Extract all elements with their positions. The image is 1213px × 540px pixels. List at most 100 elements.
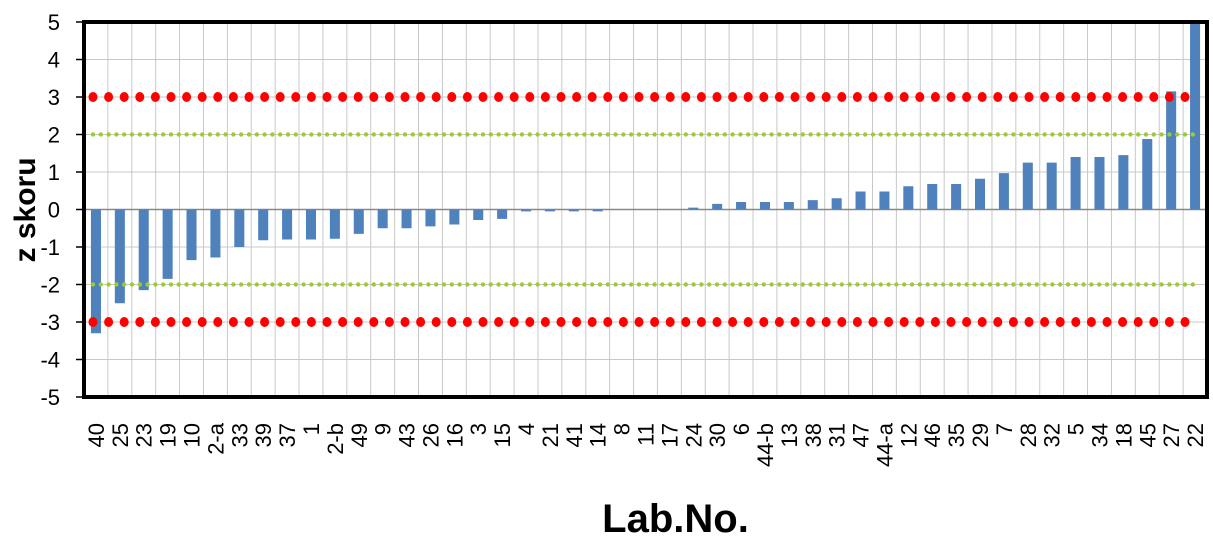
ref-dot xyxy=(590,132,595,137)
ref-dot xyxy=(855,282,860,287)
ref-dot xyxy=(480,132,486,137)
ref-dot xyxy=(1102,317,1112,327)
ref-dot xyxy=(135,317,145,327)
ref-dot xyxy=(1097,282,1102,287)
ref-dot xyxy=(90,132,96,137)
ref-dot xyxy=(168,132,174,137)
ref-dot xyxy=(395,132,400,137)
reference-lines xyxy=(88,92,1196,327)
ref-dot xyxy=(379,132,384,137)
ref-dot xyxy=(816,282,821,287)
ref-dot xyxy=(512,282,517,287)
ref-dot xyxy=(356,282,361,287)
x-tick-label: 37 xyxy=(275,423,300,447)
ref-dot xyxy=(1175,282,1180,287)
ref-dot xyxy=(824,282,829,287)
ref-dot xyxy=(262,132,267,137)
ref-dot xyxy=(353,317,363,327)
ref-dot xyxy=(587,92,597,102)
x-tick-label: 30 xyxy=(705,423,730,447)
ref-dot xyxy=(714,282,720,287)
x-tick-label: 27 xyxy=(1159,423,1184,447)
ref-dot xyxy=(1003,282,1008,287)
ref-dot xyxy=(161,132,166,137)
ref-dot xyxy=(293,282,298,287)
ref-dot xyxy=(909,132,915,137)
ref-dot xyxy=(691,132,696,137)
ref-dot xyxy=(1065,132,1071,137)
ref-dot xyxy=(278,282,283,287)
ref-dot xyxy=(582,282,587,287)
ref-dot xyxy=(176,132,181,137)
ref-dot xyxy=(98,132,104,137)
ref-dot xyxy=(473,132,478,137)
ref-dot xyxy=(681,92,691,102)
ref-dot xyxy=(566,282,571,287)
ref-dot xyxy=(714,132,720,137)
ref-dot xyxy=(192,132,197,137)
ref-dot xyxy=(192,282,197,287)
ref-dot xyxy=(1159,132,1164,137)
x-tick-label: 15 xyxy=(490,423,515,447)
ref-dot xyxy=(519,282,525,287)
ref-dot xyxy=(1058,132,1063,137)
ref-dot xyxy=(441,282,447,287)
x-axis-title: Lab.No. xyxy=(602,497,749,540)
y-tick-label: 2 xyxy=(48,123,60,148)
reference-line-2 xyxy=(90,132,1196,137)
ref-dot xyxy=(738,132,743,137)
ref-dot xyxy=(535,282,540,287)
ref-dot xyxy=(98,282,104,287)
ref-dot xyxy=(410,132,415,137)
bar-14 xyxy=(592,209,603,212)
ref-dot xyxy=(254,132,259,137)
ref-dot xyxy=(1050,282,1055,287)
bar-12 xyxy=(903,186,914,210)
ref-dot xyxy=(416,317,426,327)
ref-dot xyxy=(447,317,457,327)
x-tick-label: 22 xyxy=(1183,423,1208,447)
ref-dot xyxy=(363,282,369,287)
ref-dot xyxy=(621,282,626,287)
y-tick-label: 3 xyxy=(48,85,60,110)
ref-dot xyxy=(434,132,439,137)
ref-dot xyxy=(948,132,954,137)
ref-dot xyxy=(675,132,681,137)
ref-dot xyxy=(759,92,769,102)
ref-dot xyxy=(930,317,940,327)
ref-dot xyxy=(621,132,626,137)
ref-dot xyxy=(228,92,238,102)
y-tick-label: 4 xyxy=(48,48,60,73)
ref-dot xyxy=(777,132,782,137)
ref-dot xyxy=(363,132,369,137)
bar-9 xyxy=(377,209,388,229)
ref-dot xyxy=(309,282,314,287)
ref-dot xyxy=(863,132,868,137)
ref-dot xyxy=(1159,282,1164,287)
ref-dot xyxy=(980,132,985,137)
ref-dot xyxy=(728,92,738,102)
ref-dot xyxy=(884,92,894,102)
ref-dot xyxy=(1149,92,1159,102)
ref-dot xyxy=(418,132,423,137)
ref-dot xyxy=(917,132,922,137)
ref-dot xyxy=(434,282,439,287)
x-axis-tick-labels: 40252319102-a33393712-b49943261631542141… xyxy=(84,422,1208,467)
x-tick-label: 24 xyxy=(681,423,706,447)
ref-dot xyxy=(426,282,431,287)
ref-dot xyxy=(808,282,813,287)
x-tick-label: 7 xyxy=(992,423,1017,435)
ref-dot xyxy=(384,317,394,327)
ref-dot xyxy=(852,317,862,327)
bar-23 xyxy=(138,209,149,291)
ref-dot xyxy=(730,282,735,287)
x-tick-label: 49 xyxy=(347,423,372,447)
ref-dot xyxy=(1081,132,1086,137)
ref-dot xyxy=(462,317,472,327)
ref-dot xyxy=(1120,132,1125,137)
ref-dot xyxy=(122,282,127,287)
ref-dot xyxy=(964,132,969,137)
ref-dot xyxy=(753,282,759,287)
ref-dot xyxy=(478,92,488,102)
ref-dot xyxy=(1042,282,1047,287)
